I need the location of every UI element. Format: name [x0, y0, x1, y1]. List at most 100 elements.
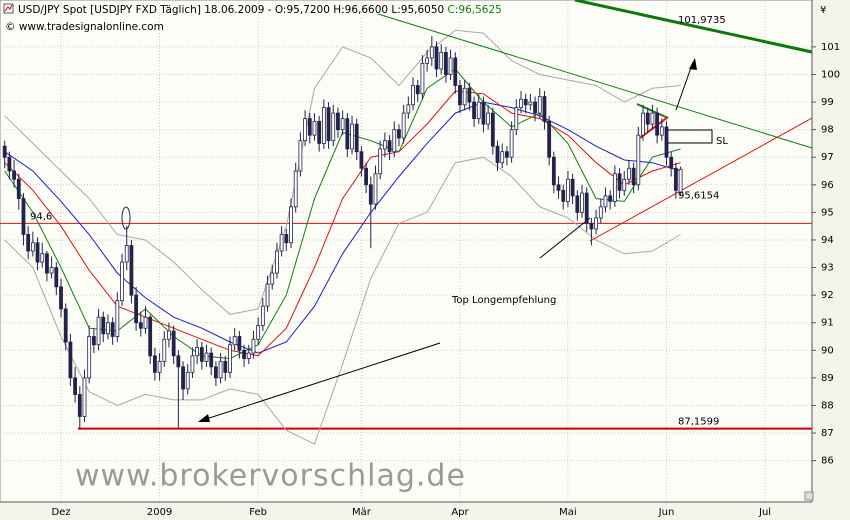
- candle-body: [152, 355, 157, 373]
- candle-body: [279, 234, 284, 252]
- candle-body: [392, 129, 397, 153]
- candle-body: [143, 316, 148, 329]
- candle-body: [209, 352, 214, 368]
- y-tick-label: 91: [821, 318, 834, 329]
- candle-body: [378, 148, 383, 175]
- candle-body: [190, 355, 195, 373]
- candle-body: [678, 168, 683, 193]
- candle-body: [284, 234, 289, 244]
- currency: ¥: [820, 5, 826, 16]
- corner-box: [804, 491, 814, 501]
- y-tick-label: 100: [821, 69, 840, 80]
- candle-body: [594, 217, 598, 230]
- candle-body: [120, 261, 124, 302]
- candle-body: [307, 118, 312, 136]
- title-close: C:96,5625: [448, 4, 502, 16]
- candle-body: [589, 223, 594, 230]
- candle-body: [429, 46, 434, 59]
- candle-body: [289, 206, 293, 244]
- candle-body: [627, 167, 631, 180]
- candle-body: [246, 352, 251, 359]
- y-axis-area: [812, 0, 850, 520]
- chart-title: USD/JPY Spot [USDJPY FXD Täglich] 18.06.…: [18, 4, 502, 16]
- y-tick-label: 98: [821, 125, 834, 136]
- candle-body: [270, 272, 275, 285]
- candle-body: [68, 341, 73, 379]
- candle-body: [495, 145, 500, 164]
- candle-body: [434, 46, 439, 70]
- candle-body: [401, 112, 406, 139]
- indicator-line: [4, 29, 681, 315]
- candle-body: [584, 192, 589, 224]
- candle-body: [486, 112, 491, 125]
- candle-body: [21, 198, 26, 235]
- x-tick-label: Mai: [559, 507, 577, 518]
- candle-body: [655, 112, 660, 136]
- stop-loss-bracket: [665, 129, 713, 144]
- candle-body: [575, 195, 580, 213]
- y-tick-label: 90: [821, 345, 834, 356]
- annotation: Top Longempfehlung: [451, 295, 556, 306]
- candle-body: [439, 52, 444, 70]
- candle-body: [134, 294, 139, 324]
- candle-body: [547, 120, 552, 158]
- candle-body: [204, 352, 209, 362]
- candle-body: [641, 112, 645, 136]
- candle-body: [162, 338, 167, 362]
- candle-body: [490, 112, 495, 147]
- y-tick-label: 101: [821, 42, 840, 53]
- candle-body: [467, 87, 472, 103]
- candle-body: [406, 104, 411, 114]
- candle-body: [523, 98, 528, 106]
- candle-body: [514, 107, 519, 131]
- candle-body: [251, 338, 256, 354]
- y-tick-label: 99: [821, 97, 834, 108]
- candle-body: [598, 206, 603, 219]
- candle-body: [237, 336, 242, 351]
- watermark: www.brokervorschlag.de: [75, 459, 466, 494]
- candle-body: [167, 330, 171, 340]
- candle-body: [181, 366, 185, 390]
- price-label: 95,6154: [678, 190, 719, 201]
- candle-body: [420, 63, 425, 95]
- candle-body: [138, 322, 143, 329]
- candle-body: [566, 178, 570, 202]
- candle-body: [321, 107, 326, 144]
- price-label: 101,9735: [678, 15, 726, 26]
- candle-body: [669, 156, 674, 169]
- candle-body: [49, 267, 54, 274]
- candle-body: [73, 377, 77, 395]
- subtitle: © www.tradesignalonline.com: [5, 21, 164, 33]
- candle-body: [82, 377, 87, 417]
- candle-body: [556, 184, 561, 191]
- candle-body: [87, 336, 92, 379]
- candle-body: [542, 96, 547, 122]
- candle-body: [650, 112, 655, 125]
- candle-body: [45, 253, 49, 274]
- candle-body: [195, 347, 200, 357]
- candle-body: [551, 156, 556, 186]
- candle-body: [232, 336, 237, 346]
- candle-body: [63, 308, 68, 343]
- candle-body: [448, 57, 453, 75]
- y-tick-label: 87: [821, 428, 834, 439]
- trendline: [377, 13, 813, 149]
- candle-body: [228, 344, 232, 373]
- arrow: [675, 58, 697, 111]
- x-tick-label: Jun: [658, 507, 675, 518]
- candle-body: [603, 195, 608, 208]
- candle-body: [411, 85, 415, 106]
- candle-body: [345, 118, 350, 150]
- candle-body: [312, 120, 317, 136]
- candle-body: [214, 366, 218, 379]
- candle-body: [415, 85, 420, 95]
- candle-body: [59, 286, 63, 310]
- candle-body: [659, 126, 664, 136]
- candle-body: [509, 129, 514, 158]
- candle-body: [185, 371, 190, 390]
- candle-body: [148, 316, 153, 357]
- candle-body: [12, 170, 16, 180]
- annotation: SL: [716, 136, 728, 147]
- x-tick-label: Jul: [758, 507, 771, 518]
- candle-body: [275, 250, 279, 274]
